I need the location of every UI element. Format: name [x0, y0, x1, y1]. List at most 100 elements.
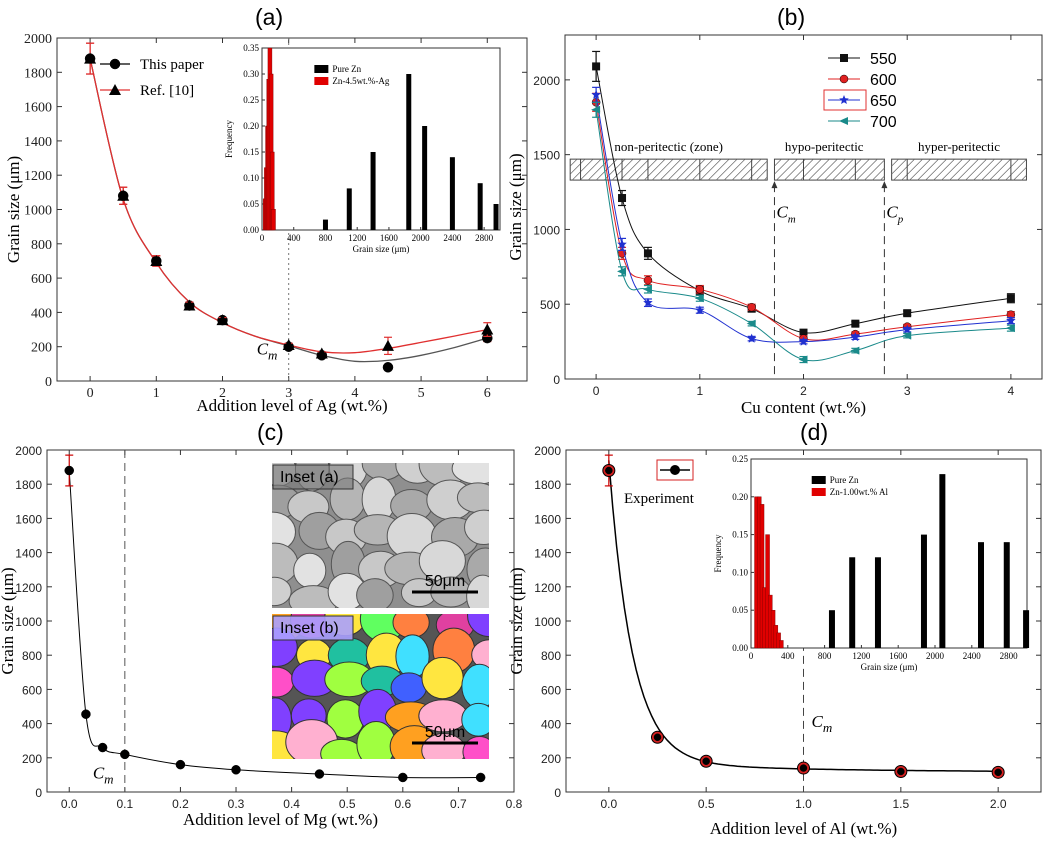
x-tick-label: 3: [904, 384, 911, 398]
inset-bar: [828, 610, 835, 648]
y-tick-label: 1400: [15, 547, 42, 561]
y-tick-label: 200: [31, 341, 52, 356]
panel-label-b: (b): [777, 4, 805, 30]
legend-marker: [840, 54, 848, 62]
data-point: [398, 772, 408, 783]
zone-hatch: [619, 158, 642, 181]
inset-x-tick-label: 1200: [348, 233, 367, 243]
inset-bar: [765, 534, 770, 649]
grain: [272, 666, 295, 698]
y-axis-title: Grain size (μm): [506, 153, 525, 260]
data-point: [231, 765, 241, 775]
data-point-star: [591, 89, 601, 99]
x-tick-label: 0.2: [172, 797, 189, 811]
y-axis-title: Grain size (μm): [507, 567, 526, 674]
inset-label-box: [272, 615, 354, 641]
y-tick-label: 1400: [534, 547, 561, 561]
zone-hatch: [763, 176, 768, 181]
zone-hatch: [651, 158, 674, 181]
x-tick-label: 6: [484, 386, 491, 401]
inset-x-tick-label: 2800: [475, 233, 494, 243]
y-tick-label: 2000: [24, 32, 52, 47]
grain: [390, 672, 427, 703]
legend-marker: [839, 95, 849, 104]
data-point-square: [592, 62, 601, 71]
inset-label: Inset (b): [280, 620, 339, 637]
inset-bar: [1023, 610, 1030, 648]
x-tick-label: 0.6: [394, 797, 411, 811]
y-tick-label: 800: [31, 238, 52, 253]
data-point-triangle: [117, 189, 130, 201]
zone-hatch: [848, 158, 870, 181]
zone-hatch: [627, 158, 650, 181]
data-point-star: [695, 305, 705, 315]
zone-hatch: [824, 158, 846, 181]
inset-bar: [370, 152, 376, 230]
y-tick-label: 1600: [534, 512, 561, 526]
grain: [467, 614, 489, 638]
y-tick-label: 400: [31, 306, 52, 321]
zone-hatch: [1021, 175, 1027, 181]
data-point-triangle-left: [902, 331, 912, 340]
x-tick-label: 3: [285, 386, 292, 401]
inset-x-title: Grain size (μm): [353, 244, 410, 254]
data-point: [120, 749, 130, 760]
zone-hatch: [891, 158, 899, 167]
data-point-square: [618, 194, 627, 203]
zone-hatch: [579, 158, 602, 181]
x-tick-label: 2: [219, 386, 226, 401]
inset-bar: [322, 219, 328, 230]
y-tick-label: 1800: [24, 66, 52, 81]
y-tick-label: 1500: [533, 149, 560, 163]
data-point: [897, 767, 905, 776]
y-tick-label: 1600: [24, 101, 52, 116]
y-tick-label: 1800: [534, 478, 561, 492]
zone-hatch: [675, 158, 698, 181]
data-point: [81, 709, 91, 719]
zone-hatch: [997, 158, 1019, 181]
y-tick-label: 200: [541, 752, 561, 766]
grain: [421, 656, 464, 700]
y-tick-label: 0: [553, 373, 560, 387]
grain: [464, 509, 489, 546]
inset-y-tick-label: 0.30: [243, 69, 259, 79]
inset-x-tick-label: 1200: [852, 651, 871, 661]
x-tick-label: 2: [800, 384, 807, 398]
zone-hatch: [569, 158, 578, 167]
grain: [272, 576, 292, 607]
data-point-star: [643, 297, 653, 307]
data-point-square: [799, 328, 808, 337]
legend-label: Ref. [10]: [140, 83, 194, 99]
data-point-triangle: [282, 338, 295, 350]
y-tick-label: 600: [22, 683, 42, 697]
y-tick-label: 1200: [24, 169, 52, 184]
y-tick-label: 400: [541, 718, 561, 732]
data-point: [175, 759, 186, 770]
x-tick-label: 0.1: [116, 797, 133, 811]
x-axis-title: Addition level of Ag (wt.%): [196, 396, 387, 415]
zone-hatch: [949, 158, 971, 181]
inset-x-title: Grain size (μm): [861, 662, 918, 672]
zone-hatch: [856, 158, 878, 181]
zone-hatch: [981, 158, 1003, 181]
x-tick-label: 1: [696, 384, 703, 398]
y-tick-label: 1600: [15, 512, 42, 526]
inset-x-tick-label: 1600: [380, 233, 399, 243]
x-tick-label: 0: [593, 384, 600, 398]
grain: [462, 736, 489, 759]
panel-label-d: (d): [800, 419, 828, 445]
inset-x-tick-label: 400: [287, 233, 301, 243]
data-point-triangle: [315, 347, 328, 359]
x-tick-label: 1.5: [892, 797, 909, 811]
y-tick-label: 2000: [15, 444, 42, 458]
inset-y-tick-label: 0.25: [732, 454, 748, 464]
inset-y-tick-label: 0.05: [243, 199, 259, 209]
zone-hatch: [808, 158, 830, 181]
data-point-triangle-left: [617, 267, 627, 276]
zone-hatch: [816, 158, 838, 181]
zone-hatch: [872, 167, 885, 181]
zone-hatch: [611, 158, 634, 181]
inset-x-tick-label: 800: [319, 233, 333, 243]
zone-hatch: [699, 158, 722, 181]
zone-hatch: [723, 158, 746, 181]
